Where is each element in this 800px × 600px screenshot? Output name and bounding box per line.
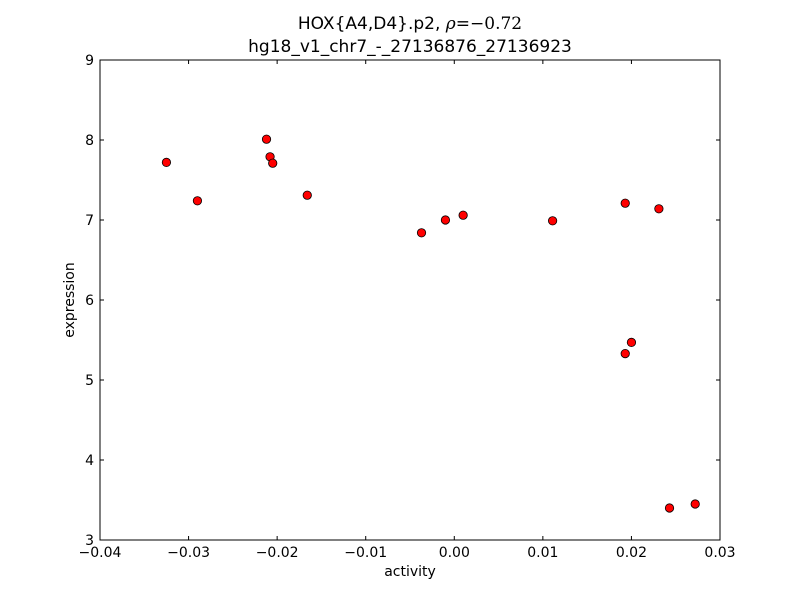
y-tick-label: 3: [85, 533, 94, 549]
data-point: [690, 499, 700, 509]
x-tick-labels: −0.04 −0.03 −0.02 −0.01 0.00 0.01 0.02 0.03: [79, 545, 736, 561]
data-point: [261, 134, 272, 144]
title-prefix: HOX{A4,D4}.p2,: [298, 14, 446, 34]
data-point: [302, 190, 312, 200]
y-tick-label: 4: [85, 453, 94, 469]
data-point: [547, 216, 558, 226]
data-points: [161, 134, 700, 513]
chart-title: HOX{A4,D4}.p2, ρ=−0.72: [298, 14, 522, 34]
y-axis-label: expression: [62, 262, 78, 338]
y-tick-label: 8: [85, 133, 94, 149]
x-tick-label: −0.01: [344, 545, 387, 561]
x-tick-label: 0.00: [439, 545, 470, 561]
plot-area: [100, 60, 720, 540]
title-equals: =: [456, 14, 470, 34]
data-point: [161, 157, 172, 167]
plot-frame: [99, 59, 721, 541]
data-point: [620, 348, 630, 359]
data-point: [620, 198, 630, 208]
x-tick-label: −0.02: [256, 545, 299, 561]
x-tick-label: −0.04: [79, 545, 122, 561]
y-tick-label: 6: [85, 293, 94, 309]
data-point: [416, 228, 427, 238]
y-tick-label: 5: [85, 373, 94, 389]
y-tick-label: 7: [85, 213, 94, 229]
x-tick-label: 0.03: [704, 545, 735, 561]
data-point: [654, 204, 664, 214]
title-rho-symbol: ρ: [445, 14, 456, 34]
data-point: [458, 210, 468, 220]
data-point: [664, 503, 675, 513]
y-tick-label: 9: [85, 53, 94, 69]
data-point: [268, 158, 278, 168]
data-point: [440, 215, 451, 225]
x-axis-label: activity: [384, 564, 436, 580]
x-tick-label: −0.03: [167, 545, 210, 561]
x-tick-label: 0.01: [527, 545, 558, 561]
x-tick-label: 0.02: [616, 545, 647, 561]
y-tick-labels: 3 4 5 6 7 8 9: [85, 53, 94, 549]
chart-subtitle: hg18_v1_chr7_-_27136876_27136923: [248, 37, 572, 57]
title-rho-value: −0.72: [470, 14, 522, 34]
data-point: [626, 337, 637, 347]
data-point: [192, 196, 203, 206]
